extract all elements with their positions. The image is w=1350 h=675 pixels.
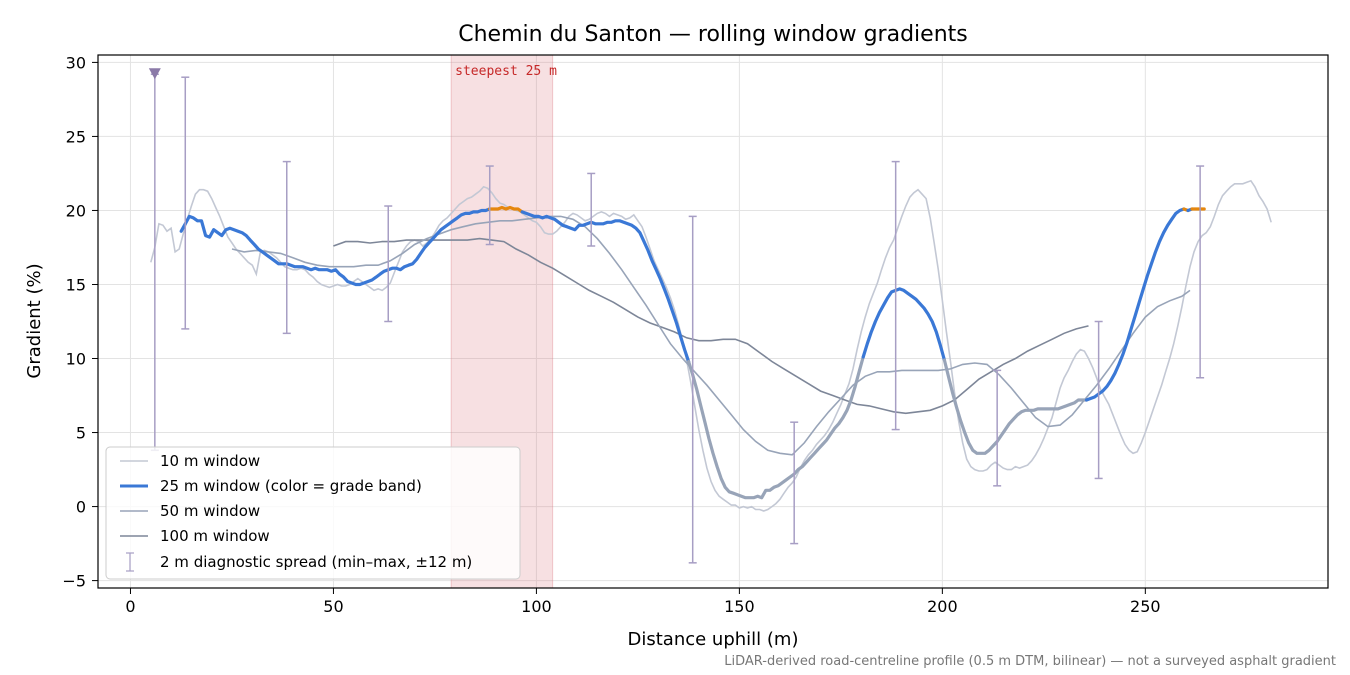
series-10m-line: [150, 179, 1272, 512]
series-25m-segment: [179, 207, 492, 287]
footnote: LiDAR-derived road-centreline profile (0…: [724, 654, 1336, 669]
x-tick-label: 0: [125, 597, 135, 616]
series-25m-segment: [488, 205, 524, 214]
error-bar: [993, 369, 1002, 487]
series-100m-line: [333, 237, 1089, 415]
y-tick-label: 25: [66, 127, 86, 146]
chart-title: Chemin du Santon — rolling window gradie…: [458, 22, 967, 47]
error-bar: [384, 205, 393, 323]
error-bar: [790, 421, 799, 545]
error-bars: [150, 73, 1205, 564]
x-tick-label: 150: [724, 597, 755, 616]
series-25m-segment: [520, 210, 691, 364]
x-axis: 0 50 100 150 200 250: [125, 588, 1161, 616]
error-bar: [688, 215, 697, 564]
y-tick-label: 0: [76, 498, 86, 517]
x-tick-label: 50: [323, 597, 343, 616]
legend-swatch-errorbar: [126, 552, 134, 572]
y-axis-label: Gradient (%): [24, 263, 45, 378]
legend-label-50m: 50 m window: [160, 502, 260, 520]
steepest-annotation: steepest 25 m: [455, 64, 557, 79]
series-layer: [150, 179, 1272, 512]
legend-box: [105, 446, 521, 580]
series-25m-segment: [861, 287, 946, 362]
max-marker: [148, 68, 161, 80]
series-50m-line: [231, 215, 1191, 456]
y-tick-label: 30: [66, 53, 86, 72]
x-tick-label: 100: [521, 597, 552, 616]
marker-layer: [148, 68, 161, 80]
series-25m-segment: [687, 355, 865, 500]
legend-label-errorbar: 2 m diagnostic spread (min–max, ±12 m): [160, 553, 472, 571]
error-bar: [1196, 165, 1205, 379]
y-axis: −5 0 5 10 15 20 25 30: [62, 53, 98, 591]
y-tick-label: −5: [62, 572, 86, 591]
y-tick-label: 15: [66, 275, 86, 294]
y-tick-label: 10: [66, 350, 86, 369]
error-bar: [587, 172, 596, 247]
error-bar: [891, 160, 900, 431]
series-25m-segment: [1084, 207, 1186, 402]
error-bar: [181, 76, 190, 330]
legend-label-25m: 25 m window (color = grade band): [160, 477, 422, 495]
series-25m-segment: [942, 358, 1089, 455]
x-tick-label: 200: [927, 597, 958, 616]
error-bar: [1094, 320, 1103, 480]
legend-label-10m: 10 m window: [160, 452, 260, 470]
y-tick-label: 5: [76, 424, 86, 443]
legend-label-100m: 100 m window: [160, 527, 270, 545]
error-bar: [485, 165, 494, 246]
y-tick-label: 20: [66, 201, 86, 220]
error-bar: [282, 160, 291, 335]
legend: 10 m window 25 m window (color = grade b…: [105, 446, 521, 580]
x-axis-label: Distance uphill (m): [628, 629, 799, 650]
plot-frame: [97, 54, 1329, 589]
x-tick-label: 250: [1130, 597, 1161, 616]
